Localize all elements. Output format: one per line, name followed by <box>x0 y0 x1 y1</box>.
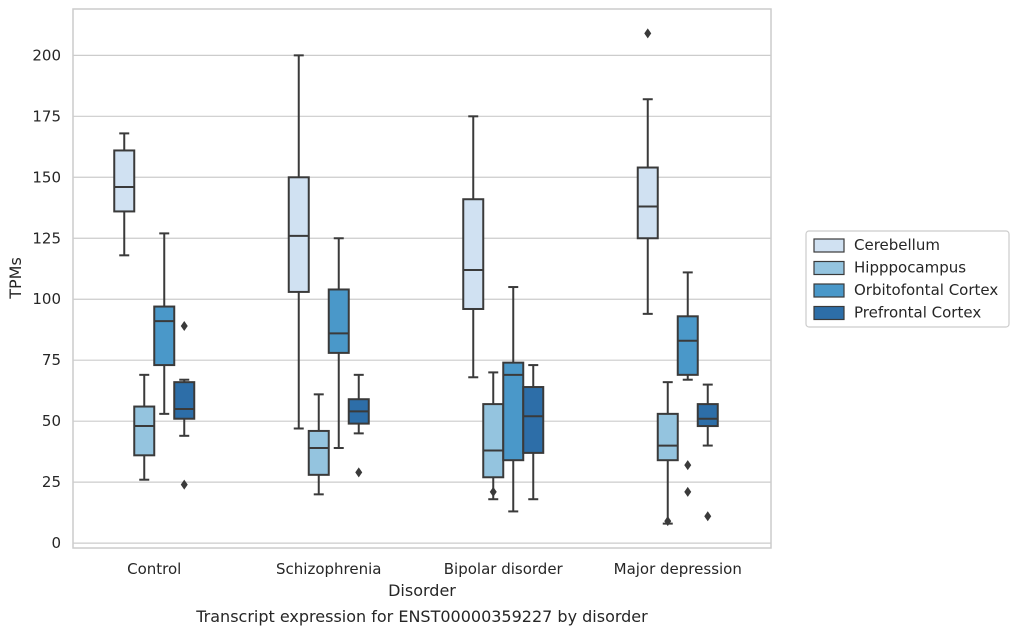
outlier-point <box>684 486 692 497</box>
box-orbitofontal-cortex <box>502 286 525 513</box>
y-tick-label: 75 <box>42 351 61 369</box>
iqr-box <box>502 361 525 462</box>
x-tick-label: Major depression <box>614 560 742 578</box>
box-orbitofontal-cortex <box>153 232 176 415</box>
iqr-box <box>113 149 136 213</box>
y-tick-label: 200 <box>32 46 61 64</box>
x-tick-label: Bipolar disorder <box>444 560 564 578</box>
box-hipppocampus <box>133 373 156 481</box>
x-tick-label: Schizophrenia <box>276 560 381 578</box>
iqr-box <box>153 305 176 367</box>
legend-swatch <box>813 283 845 298</box>
legend-label: Hipppocampus <box>854 259 966 277</box>
box-hipppocampus <box>482 371 505 501</box>
y-tick-label: 50 <box>42 412 61 430</box>
iqr-box <box>696 403 719 428</box>
x-tick-labels: Control Schizophrenia Bipolar disorder Majo… <box>127 560 742 578</box>
iqr-box <box>462 198 485 310</box>
box-cerebellum <box>113 132 136 257</box>
box-prefrontal-cortex <box>696 383 719 522</box>
y-tick-label: 175 <box>32 107 61 125</box>
legend-swatch <box>813 305 845 321</box>
box-prefrontal-cortex <box>522 364 545 501</box>
y-tick-label: 150 <box>32 168 61 186</box>
x-axis-label: Disorder <box>388 581 456 600</box>
legend-label: Prefrontal Cortex <box>854 304 981 322</box>
y-tick-label: 125 <box>32 229 61 247</box>
y-tick-label: 100 <box>32 290 61 308</box>
outlier-point <box>180 479 188 490</box>
iqr-box <box>327 288 350 354</box>
outlier-point <box>704 511 712 522</box>
outlier-point <box>644 28 652 39</box>
iqr-box <box>656 412 679 462</box>
legend-label: Orbitofontal Cortex <box>854 281 998 299</box>
legend-swatch <box>813 260 845 276</box>
iqr-box <box>287 176 310 293</box>
iqr-box <box>676 315 699 376</box>
outlier-point <box>664 516 672 527</box>
box-cerebellum <box>287 54 310 430</box>
outlier-point <box>355 467 363 478</box>
iqr-box <box>482 403 505 479</box>
x-tick-label: Control <box>127 560 181 578</box>
legend: Cerebellum Hipppocampus Orbitofontal Corte… <box>805 230 1010 328</box>
grid-lines <box>73 54 771 544</box>
y-tick-label: 0 <box>51 534 61 552</box>
y-tick-label: 25 <box>42 473 61 491</box>
legend-frame <box>805 230 1010 328</box>
box-cerebellum <box>636 28 659 315</box>
chart-caption: Transcript expression for ENST0000035922… <box>195 607 648 626</box>
box-plots <box>113 28 719 527</box>
legend-label: Cerebellum <box>854 236 940 254</box>
plot-frame <box>72 8 772 549</box>
box-cerebellum <box>462 115 485 379</box>
box-hipppocampus <box>656 381 679 527</box>
box-hipppocampus <box>307 393 330 496</box>
iqr-box <box>133 405 156 457</box>
y-tick-labels: 0 25 50 75 100 125 150 175 200 <box>32 46 61 552</box>
outlier-point <box>180 321 188 332</box>
y-axis-label: TPMs <box>6 257 25 300</box>
iqr-box <box>173 381 196 420</box>
box-prefrontal-cortex <box>173 321 196 490</box>
iqr-box <box>307 429 330 476</box>
outlier-point <box>489 486 497 497</box>
box-prefrontal-cortex <box>347 373 370 478</box>
iqr-box <box>636 166 659 240</box>
box-orbitofontal-cortex <box>676 271 699 497</box>
legend-swatch <box>813 238 845 253</box>
iqr-box <box>522 386 545 454</box>
outlier-point <box>684 460 692 471</box>
box-orbitofontal-cortex <box>327 237 350 450</box>
